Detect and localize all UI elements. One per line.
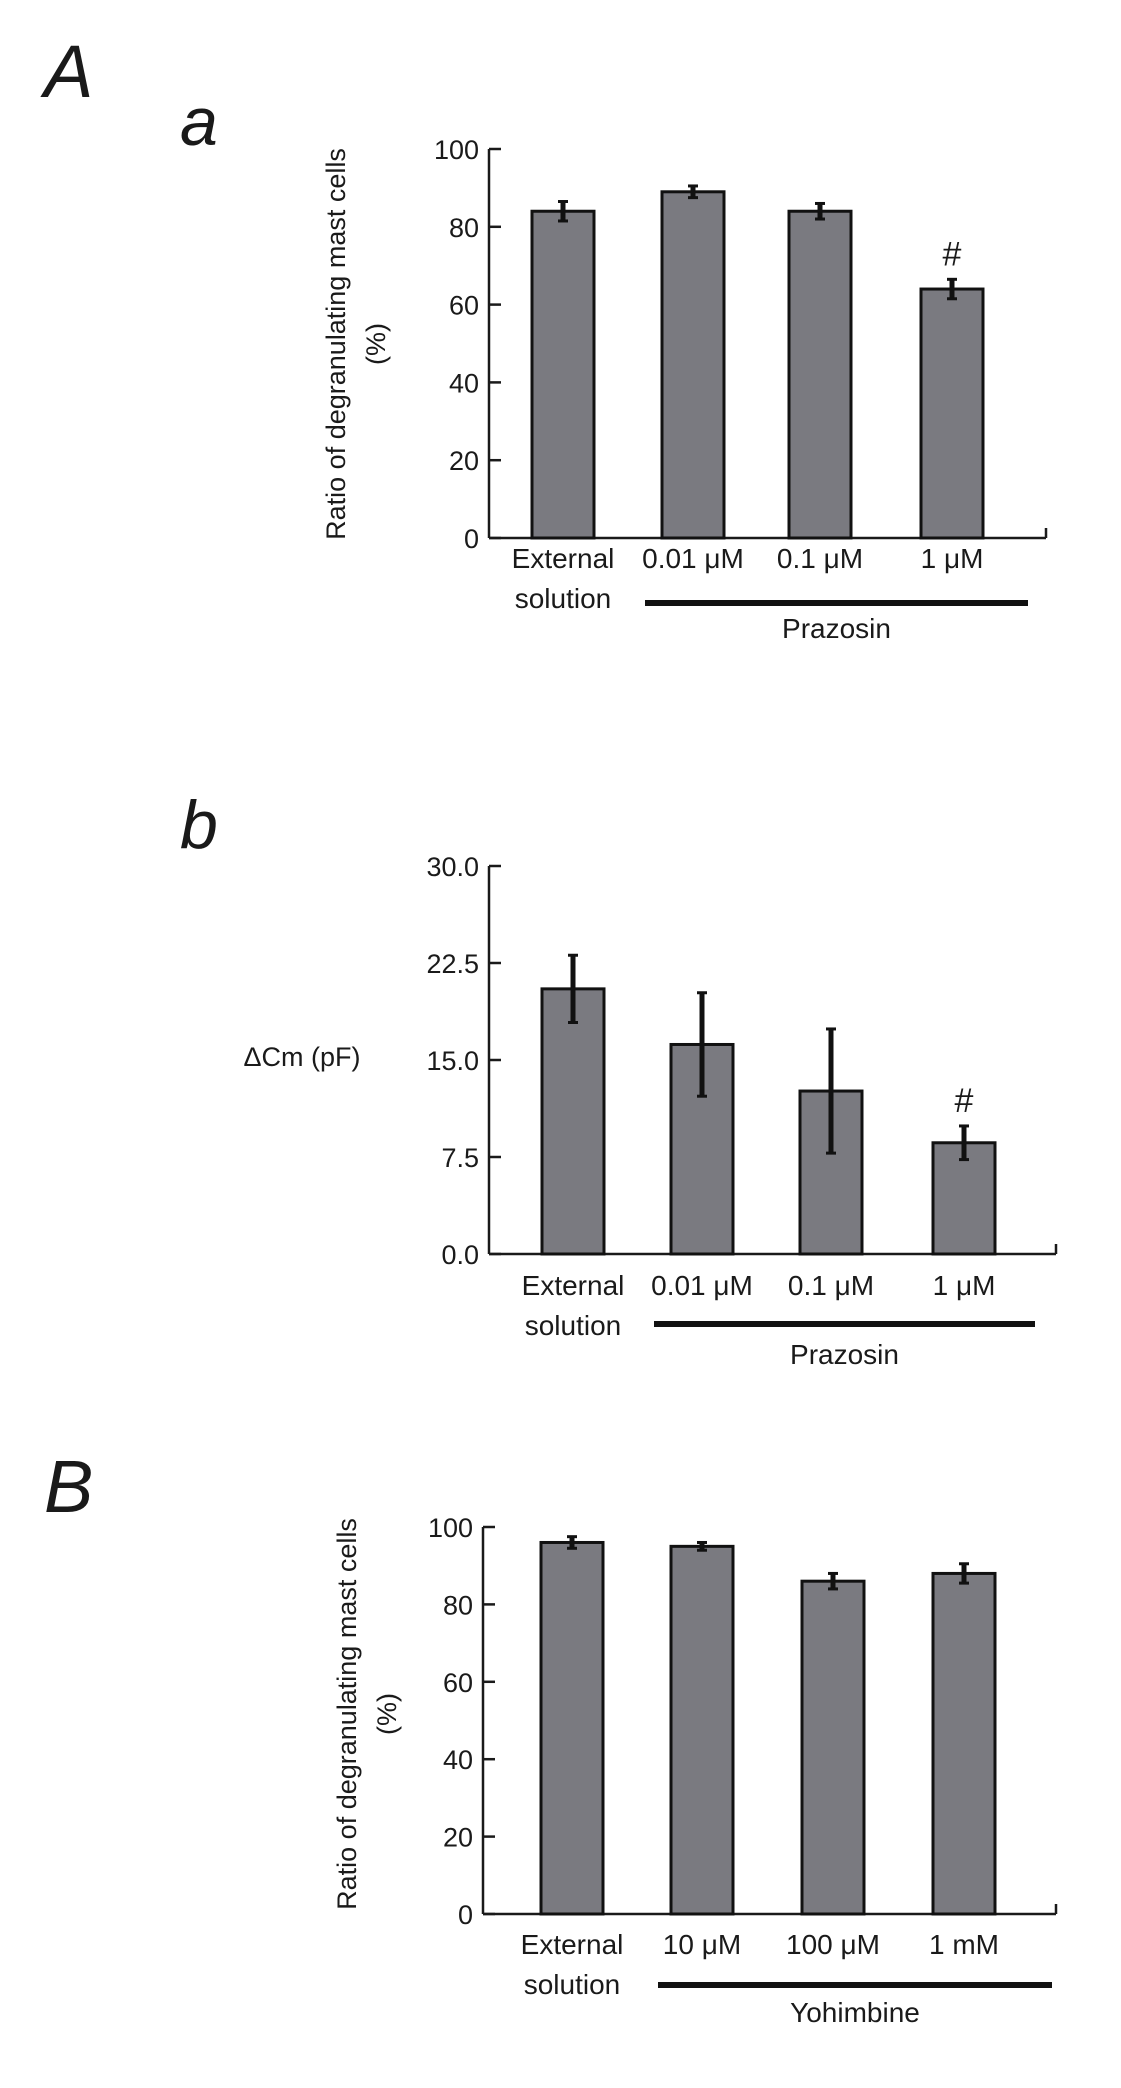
category-label: solution	[524, 1969, 621, 2000]
y-tick-label: 0	[464, 524, 479, 554]
bar	[660, 190, 726, 540]
category-label: 10 μM	[663, 1929, 741, 1960]
y-tick-label: 15.0	[426, 1046, 479, 1076]
significance-mark: #	[943, 235, 962, 273]
category-label: 100 μM	[786, 1929, 880, 1960]
y-axis-title-line: Ratio of degranulating mast cells	[332, 1518, 362, 1910]
y-tick-label: 60	[449, 291, 479, 321]
bar	[798, 1089, 864, 1256]
category-label: 0.01 μM	[642, 543, 744, 574]
y-axis-title: ΔCm (pF)	[243, 1042, 360, 1072]
y-tick-label: 0	[458, 1900, 473, 1930]
y-tick-label: 40	[449, 368, 479, 398]
y-tick-label: 40	[443, 1745, 473, 1775]
category-label: 1 μM	[933, 1270, 996, 1301]
group-label: Prazosin	[782, 613, 891, 644]
bar	[931, 1141, 997, 1256]
category-label: 1 μM	[921, 543, 984, 574]
y-tick-label: 30.0	[426, 852, 479, 882]
y-tick-label: 60	[443, 1668, 473, 1698]
bar	[540, 987, 606, 1256]
bar	[669, 1544, 735, 1916]
y-tick-label: 20	[443, 1823, 473, 1853]
bar	[931, 1571, 997, 1916]
category-label: External	[512, 543, 615, 574]
panel-letter-A: A	[40, 30, 93, 113]
y-tick-label: 7.5	[441, 1143, 479, 1173]
category-label: External	[522, 1270, 625, 1301]
bar	[919, 287, 985, 540]
category-label: 0.1 μM	[777, 543, 863, 574]
category-label: solution	[525, 1310, 622, 1341]
y-tick-label: 80	[443, 1590, 473, 1620]
panel-letter-b: b	[180, 787, 218, 863]
group-label: Prazosin	[790, 1339, 899, 1370]
chart-B: 0 20 40 60 80 100 External solution 10 μM 100 μM 1…	[332, 1513, 1058, 2028]
category-label: External	[521, 1929, 624, 1960]
panel-letter-B: B	[44, 1445, 93, 1528]
chart-b: 0.0 7.5 15.0 22.5 30.0 External solution 0.01 μ…	[243, 852, 1058, 1370]
bar	[787, 209, 853, 540]
category-label: 1 mM	[929, 1929, 999, 1960]
chart-a: 0 20 40 60 80 100 External solution 0.01 μM 0.1 μ…	[321, 135, 1048, 644]
y-axis-title-line: (%)	[372, 1693, 402, 1735]
group-label: Yohimbine	[790, 1997, 920, 2028]
y-axis-title: Ratio of degranulating mast cells (%)	[321, 148, 391, 540]
bar	[530, 209, 596, 540]
y-tick-label: 0.0	[441, 1240, 479, 1270]
y-tick-label: 20	[449, 446, 479, 476]
bar	[539, 1540, 605, 1916]
y-axis-title-line: Ratio of degranulating mast cells	[321, 148, 351, 540]
y-axis-title: Ratio of degranulating mast cells (%)	[332, 1518, 402, 1910]
significance-mark: #	[955, 1082, 974, 1120]
category-label: 0.1 μM	[788, 1270, 874, 1301]
y-axis-title-line: (%)	[361, 323, 391, 365]
category-label: solution	[515, 583, 612, 614]
bar	[800, 1579, 866, 1916]
category-label: 0.01 μM	[651, 1270, 753, 1301]
panel-letter-a: a	[180, 84, 218, 160]
y-tick-label: 100	[434, 135, 479, 165]
y-tick-label: 100	[428, 1513, 473, 1543]
bar	[669, 1042, 735, 1256]
y-tick-label: 80	[449, 213, 479, 243]
y-tick-label: 22.5	[426, 949, 479, 979]
